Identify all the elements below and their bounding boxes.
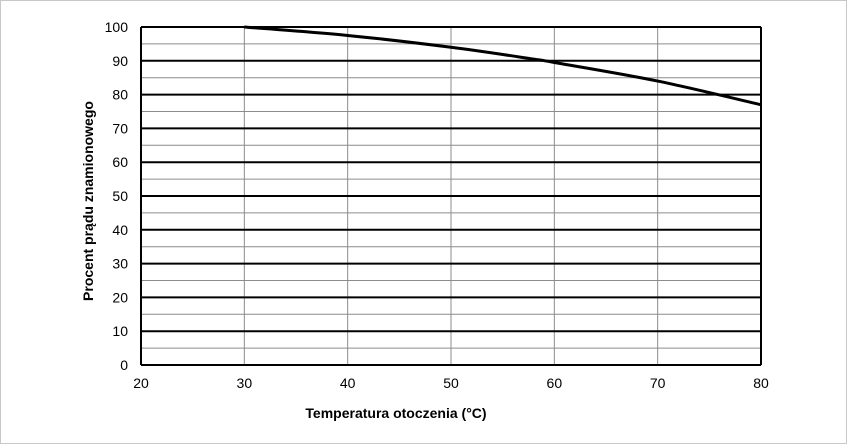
x-tick-label: 60 <box>547 375 563 391</box>
y-tick-label: 100 <box>105 19 129 35</box>
x-axis-title: Temperatura otoczenia (°C) <box>305 405 486 421</box>
y-tick-label: 20 <box>112 289 128 305</box>
grid-layer <box>140 26 762 366</box>
ticks-layer: 0 10 20 30 40 50 60 70 80 90 100 20 30 40 50 60 70 80 <box>105 19 769 391</box>
series-layer <box>244 25 762 107</box>
y-tick-label: 80 <box>112 87 128 103</box>
x-tick-label: 70 <box>650 375 666 391</box>
x-tick-label: 30 <box>237 375 253 391</box>
y-axis-title: Procent prądu znamionowego <box>80 101 96 301</box>
y-tick-label: 60 <box>112 154 128 170</box>
series-line <box>244 25 762 107</box>
y-tick-label: 90 <box>112 53 128 69</box>
x-tick-label: 80 <box>753 375 769 391</box>
y-tick-label: 50 <box>112 188 128 204</box>
x-tick-label: 50 <box>443 375 459 391</box>
x-tick-label: 40 <box>340 375 356 391</box>
y-tick-label: 30 <box>112 256 128 272</box>
x-tick-label: 20 <box>133 375 149 391</box>
y-tick-label: 70 <box>112 120 128 136</box>
y-tick-label: 0 <box>120 357 128 373</box>
y-tick-label: 10 <box>112 323 128 339</box>
y-tick-label: 40 <box>112 222 128 238</box>
